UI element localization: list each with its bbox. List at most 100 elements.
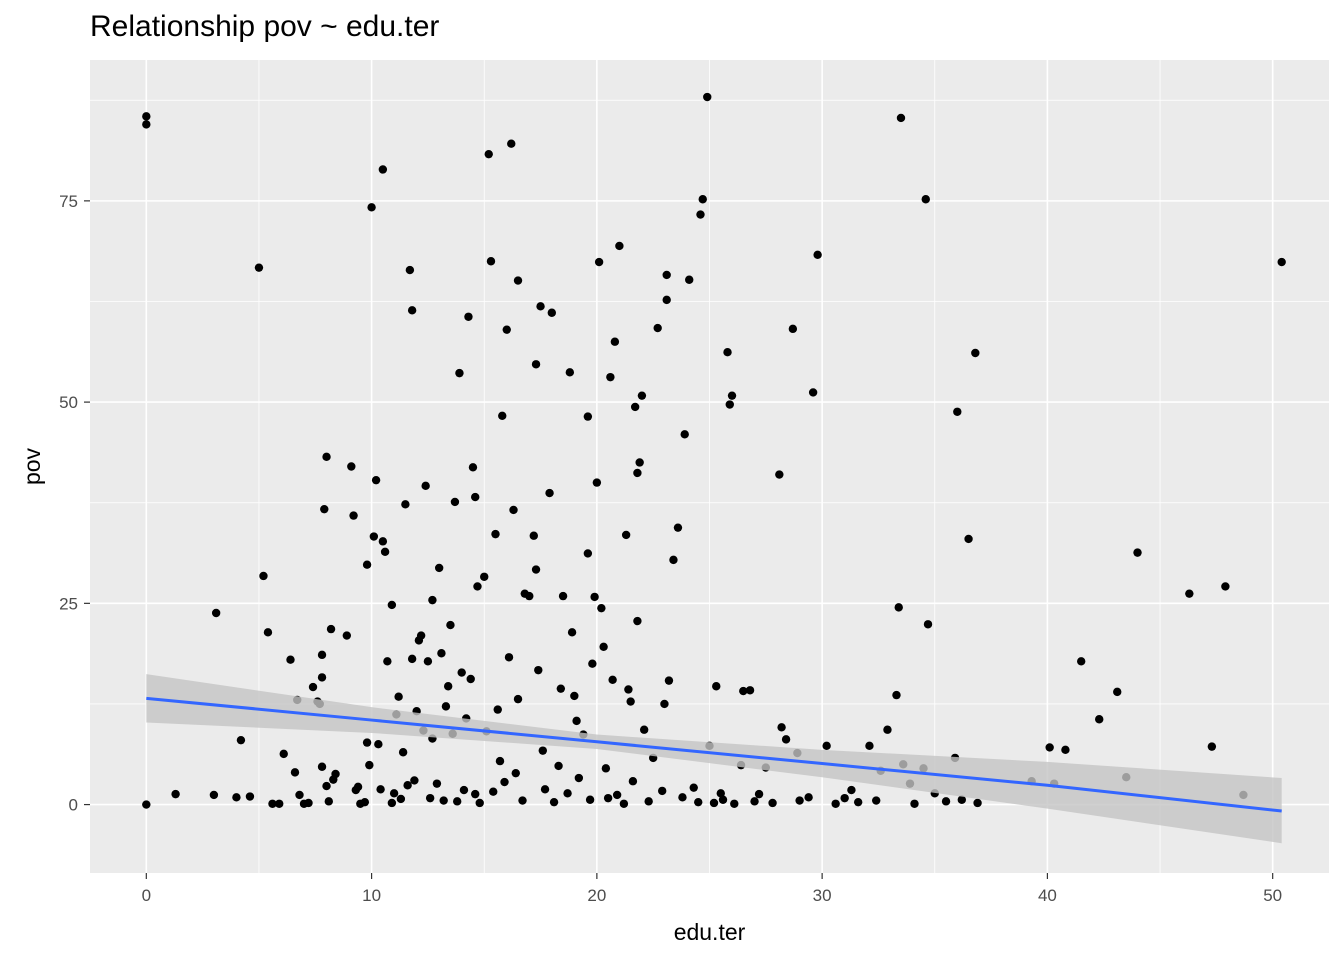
data-point xyxy=(279,749,288,759)
data-point xyxy=(322,781,331,791)
data-point xyxy=(775,470,784,479)
data-point xyxy=(554,761,563,771)
data-point xyxy=(603,793,613,803)
data-point xyxy=(466,674,475,684)
data-point xyxy=(538,746,547,755)
data-point xyxy=(594,257,604,267)
data-point xyxy=(583,549,593,558)
data-point xyxy=(371,475,381,485)
data-point xyxy=(471,789,480,799)
data-point xyxy=(615,241,624,251)
data-point xyxy=(263,628,273,637)
data-point xyxy=(513,694,523,704)
data-point xyxy=(290,768,300,777)
data-point xyxy=(662,270,671,280)
data-point xyxy=(489,787,498,796)
data-point xyxy=(493,705,502,714)
data-point xyxy=(953,407,962,416)
data-point xyxy=(369,532,379,541)
data-point xyxy=(353,782,363,792)
data-point xyxy=(558,591,568,601)
data-point xyxy=(511,768,520,778)
data-point xyxy=(326,624,336,634)
data-point xyxy=(1045,743,1054,752)
data-point xyxy=(518,796,527,805)
data-point xyxy=(1061,745,1070,755)
y-axis-ticks: 0 25 50 75 xyxy=(59,192,90,815)
data-point xyxy=(795,796,804,805)
data-point xyxy=(295,790,304,800)
data-point xyxy=(637,391,647,400)
data-point xyxy=(777,723,786,732)
data-point xyxy=(540,785,550,794)
data-point xyxy=(574,773,584,783)
data-point xyxy=(416,631,426,640)
data-point xyxy=(450,497,460,507)
data-point xyxy=(320,504,329,514)
data-point xyxy=(725,400,734,409)
x-axis-title: edu.ter xyxy=(674,919,746,945)
data-point xyxy=(434,563,444,573)
data-point xyxy=(673,523,683,532)
data-point xyxy=(669,555,678,565)
data-point xyxy=(428,595,437,605)
data-point xyxy=(583,412,593,421)
data-point xyxy=(441,702,451,711)
data-point xyxy=(1277,257,1286,267)
data-point xyxy=(567,628,577,637)
data-point xyxy=(678,793,687,802)
data-point xyxy=(410,776,419,785)
data-point xyxy=(403,781,412,790)
x-tick-label: 10 xyxy=(362,886,381,905)
data-point xyxy=(484,149,493,159)
data-point xyxy=(142,112,151,121)
data-point xyxy=(1133,548,1142,557)
x-tick-label: 20 xyxy=(587,886,606,905)
data-point xyxy=(531,565,541,574)
data-point xyxy=(525,591,534,601)
data-point xyxy=(957,795,967,804)
x-axis-ticks: 0 10 20 30 40 50 xyxy=(142,873,1282,905)
data-point xyxy=(923,620,933,629)
data-point xyxy=(211,608,221,618)
data-point xyxy=(883,725,892,734)
data-point xyxy=(407,306,417,315)
data-point xyxy=(536,302,545,311)
data-point xyxy=(680,430,689,439)
y-tick-label: 50 xyxy=(59,393,78,412)
data-point xyxy=(383,657,392,666)
data-point xyxy=(694,797,703,807)
data-point xyxy=(502,325,511,334)
data-point xyxy=(754,789,764,799)
data-point xyxy=(509,505,518,515)
data-point xyxy=(630,402,640,412)
data-point xyxy=(401,500,410,509)
data-point xyxy=(475,798,484,808)
data-point xyxy=(1113,687,1122,697)
data-point xyxy=(232,793,241,802)
data-point xyxy=(322,452,331,462)
data-point xyxy=(498,411,507,420)
data-point xyxy=(657,786,667,796)
data-point xyxy=(892,690,901,700)
data-point xyxy=(872,796,881,805)
data-point xyxy=(324,797,333,806)
data-point xyxy=(259,571,268,581)
data-point xyxy=(142,800,151,809)
data-point xyxy=(894,603,903,612)
data-point xyxy=(1077,657,1086,666)
data-point xyxy=(563,789,572,798)
data-point xyxy=(703,92,712,102)
data-point xyxy=(804,793,813,802)
data-point xyxy=(486,257,496,266)
data-point xyxy=(464,312,473,321)
data-point xyxy=(588,659,597,668)
data-point xyxy=(480,572,489,581)
data-point xyxy=(495,756,505,766)
data-point xyxy=(367,203,376,212)
fit-line xyxy=(146,696,1282,813)
data-point xyxy=(572,716,581,726)
data-point xyxy=(590,592,599,602)
data-point xyxy=(633,468,642,478)
data-point xyxy=(597,603,606,613)
